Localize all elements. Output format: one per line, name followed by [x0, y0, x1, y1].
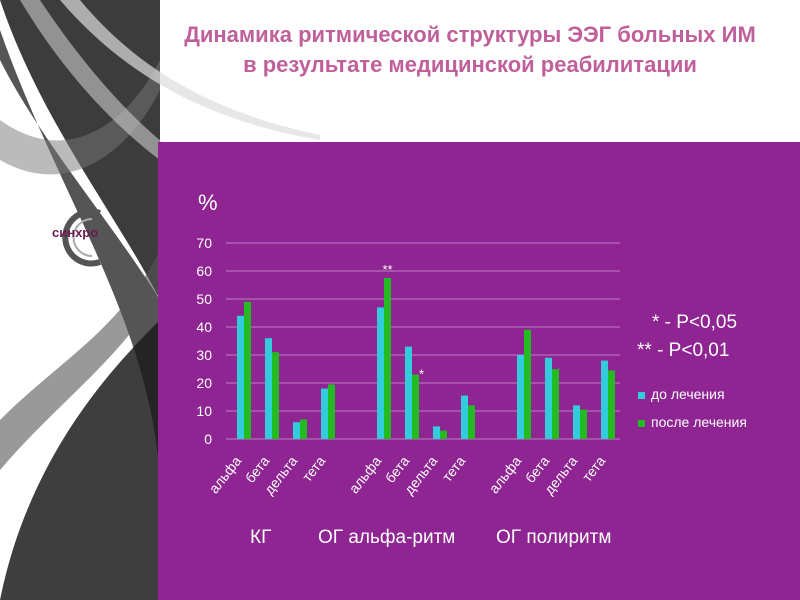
- y-tick-label: 30: [196, 347, 212, 363]
- group-label-kg: КГ: [250, 527, 272, 548]
- bar-after: [244, 301, 251, 439]
- x-tick-label: альфа: [206, 453, 245, 497]
- bar-before: [405, 346, 412, 439]
- bar-after: [608, 370, 615, 439]
- bar-before: [237, 315, 244, 439]
- bar-after: [300, 419, 307, 439]
- significance-note-p005: * - P<0,05: [652, 312, 738, 333]
- legend-label-before: до лечения: [651, 386, 725, 402]
- bar-before: [293, 422, 300, 439]
- bar-chart: 010203040506070альфабетадельтатета**альф…: [196, 235, 620, 497]
- bar-before: [601, 360, 608, 439]
- bar-after: [384, 278, 391, 439]
- y-tick-label: 50: [196, 291, 212, 307]
- group-label-og-poly: ОГ полиритм: [496, 527, 612, 548]
- group-label-og-alpha: ОГ альфа-ритм: [318, 527, 456, 548]
- significance-marker: *: [419, 367, 424, 382]
- bar-before: [265, 338, 272, 439]
- significance-marker: **: [382, 262, 392, 277]
- legend-item-after: после лечения: [638, 414, 747, 430]
- bar-after: [552, 369, 559, 439]
- logo-c-icon: [62, 208, 101, 267]
- bar-before: [377, 307, 384, 439]
- bar-after: [580, 409, 587, 439]
- x-tick-label: тета: [299, 453, 329, 485]
- x-tick-label: альфа: [486, 453, 525, 497]
- bar-after: [272, 352, 279, 439]
- legend-label-after: после лечения: [651, 414, 747, 430]
- slide-title: Динамика ритмической структуры ЭЭГ больн…: [184, 22, 756, 77]
- x-tick-label: тета: [439, 453, 469, 485]
- y-tick-label: 20: [196, 375, 212, 391]
- legend-item-before: до лечения: [638, 386, 725, 402]
- x-tick-label: альфа: [346, 453, 385, 497]
- x-tick-label: тета: [579, 453, 609, 485]
- y-tick-label: 40: [196, 319, 212, 335]
- bar-before: [545, 357, 552, 439]
- bar-before: [461, 395, 468, 439]
- bar-before: [573, 405, 580, 439]
- y-unit-label: %: [198, 190, 218, 215]
- logo-text: синхро: [52, 225, 99, 240]
- bar-before: [321, 388, 328, 439]
- bar-after: [468, 405, 475, 439]
- legend-swatch-after: [638, 419, 645, 427]
- bar-after: [412, 374, 419, 439]
- significance-note-p001: ** - P<0,01: [637, 340, 730, 361]
- y-tick-label: 70: [196, 235, 212, 251]
- y-tick-label: 60: [196, 263, 212, 279]
- y-tick-label: 10: [196, 403, 212, 419]
- legend-swatch-before: [638, 391, 645, 399]
- y-tick-label: 0: [204, 431, 212, 447]
- bar-before: [433, 426, 440, 439]
- bar-after: [524, 329, 531, 439]
- bar-before: [517, 355, 524, 439]
- bar-after: [440, 430, 447, 439]
- bar-after: [328, 384, 335, 439]
